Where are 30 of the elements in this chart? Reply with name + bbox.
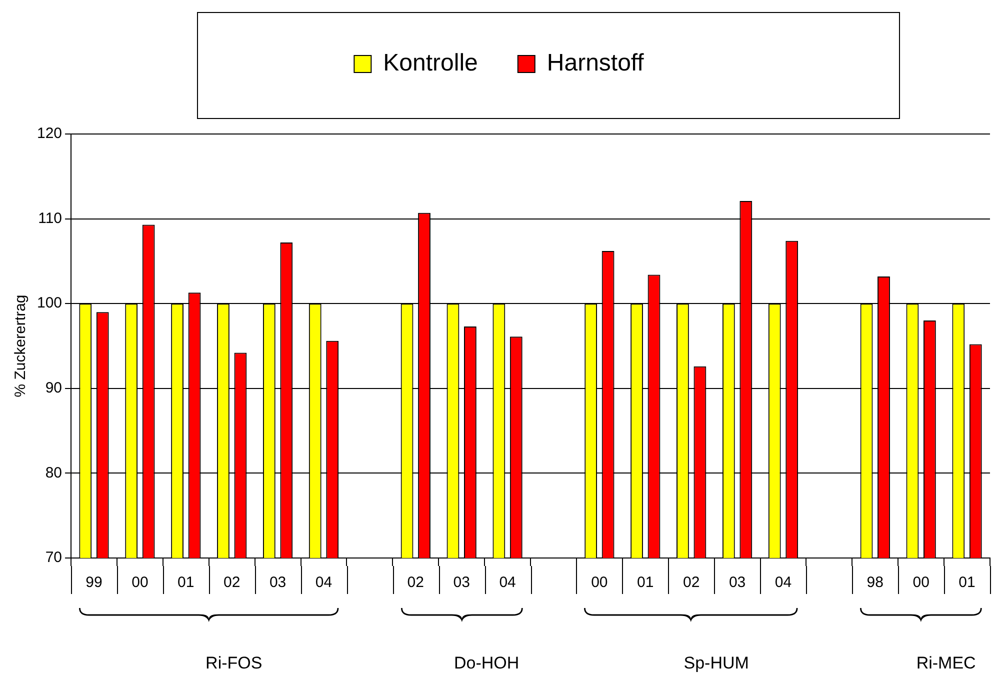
x-tick-label: 99 — [86, 574, 102, 592]
text: Sp-HUM — [684, 654, 749, 673]
y-tick-label: 110 — [38, 210, 62, 227]
x-tick-label: 02 — [682, 574, 700, 592]
x-tick-label: 03 — [728, 574, 746, 592]
y-tick-label: 80 — [45, 464, 62, 482]
text: Do-HOH — [454, 654, 520, 673]
y-tick-label: 100 — [36, 294, 62, 312]
x-tick-label: 01 — [958, 574, 976, 592]
x-tick-label: 00 — [132, 574, 148, 592]
x-tick-label: 04 — [499, 574, 516, 592]
text: Ri-FOS — [206, 654, 262, 673]
legend-label: Kontrolle — [383, 50, 478, 77]
x-tick-label: 02 — [407, 574, 424, 592]
x-tick-label: 04 — [774, 574, 792, 592]
text: Ri-MEC — [916, 654, 976, 673]
y-tick-label: 90 — [45, 380, 62, 397]
x-tick-label: 01 — [637, 574, 654, 592]
x-tick-label: 02 — [224, 574, 240, 592]
x-tick-label: 03 — [453, 574, 470, 592]
x-tick-label: 03 — [269, 574, 286, 592]
x-tick-label: 98 — [866, 574, 884, 592]
legend-label: Harnstoff — [546, 50, 644, 77]
x-tick-label: 00 — [591, 574, 608, 592]
y-axis-title: % Zuckerertrag — [12, 294, 30, 398]
x-tick-label: 04 — [315, 574, 332, 592]
x-tick-label: 00 — [912, 574, 930, 592]
x-tick-label: 01 — [178, 574, 194, 592]
y-tick-label: 120 — [36, 125, 62, 142]
y-tick-label: 70 — [45, 549, 62, 566]
